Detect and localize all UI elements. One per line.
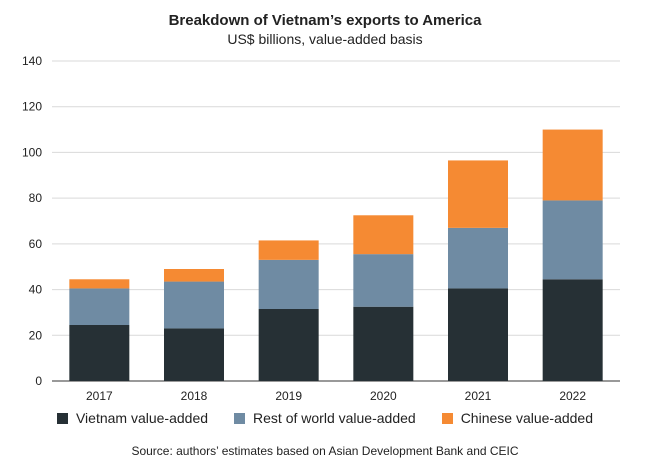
legend-label-vietnam: Vietnam value-added — [75, 410, 209, 426]
bar-2020-series-2 — [353, 215, 414, 255]
bar-2021-series-0 — [448, 288, 508, 381]
legend-item-chinese: Chinese value-added — [441, 410, 594, 426]
bar-2018-series-0 — [164, 328, 224, 381]
x-tick-label: 2017 — [86, 389, 113, 403]
legend-item-vietnam: Vietnam value-added — [56, 410, 209, 426]
x-axis-ticks: 2017 2018 2019 2020 2021 2022 — [86, 389, 586, 403]
x-tick-label: 2021 — [465, 389, 492, 403]
bar-2021-series-2 — [448, 160, 508, 228]
x-tick-label: 2018 — [181, 389, 208, 403]
y-tick-label: 120 — [22, 100, 42, 114]
bar-2019-series-0 — [258, 309, 319, 381]
legend-item-rest-of-world: Rest of world value-added — [234, 410, 416, 426]
source-note: Source: authors’ estimates based on Asia… — [131, 444, 519, 458]
y-axis-ticks: 0 20 40 60 80 100 120 140 — [22, 54, 42, 388]
y-tick-label: 20 — [29, 328, 43, 342]
chart-subtitle: US$ billions, value-added basis — [227, 31, 423, 47]
gridlines — [52, 60, 620, 382]
bar-2020-series-0 — [353, 306, 414, 381]
x-tick-label: 2019 — [275, 389, 302, 403]
y-tick-label: 40 — [29, 283, 43, 297]
bar-2022-series-0 — [542, 279, 603, 381]
bar-2019-series-2 — [258, 240, 319, 260]
y-tick-label: 140 — [22, 54, 42, 68]
bar-2020-series-1 — [353, 254, 414, 307]
bar-2022-series-1 — [542, 200, 603, 280]
x-tick-label: 2022 — [559, 389, 586, 403]
bar-2018-series-2 — [164, 269, 224, 282]
bar-2017-series-1 — [69, 288, 130, 325]
y-tick-label: 80 — [29, 191, 43, 205]
bar-2019-series-1 — [258, 259, 319, 309]
bar-2017-series-0 — [69, 325, 130, 381]
y-tick-label: 60 — [29, 237, 43, 251]
legend-label-rest-of-world: Rest of world value-added — [253, 410, 416, 426]
bar-2018-series-1 — [164, 281, 224, 329]
x-tick-label: 2020 — [370, 389, 397, 403]
legend-label-chinese: Chinese value-added — [460, 410, 594, 426]
legend: Vietnam value-added Rest of world value-… — [0, 410, 650, 426]
bar-2021-series-1 — [448, 227, 508, 289]
legend-swatch-vietnam — [56, 412, 68, 424]
bars — [69, 129, 603, 381]
legend-swatch-rest-of-world — [234, 412, 246, 424]
bar-2022-series-2 — [542, 129, 603, 201]
chart-title: Breakdown of Vietnam’s exports to Americ… — [168, 12, 482, 29]
y-tick-label: 0 — [35, 374, 42, 388]
bar-2017-series-2 — [69, 279, 130, 289]
legend-swatch-chinese — [441, 412, 453, 424]
y-tick-label: 100 — [22, 145, 42, 159]
